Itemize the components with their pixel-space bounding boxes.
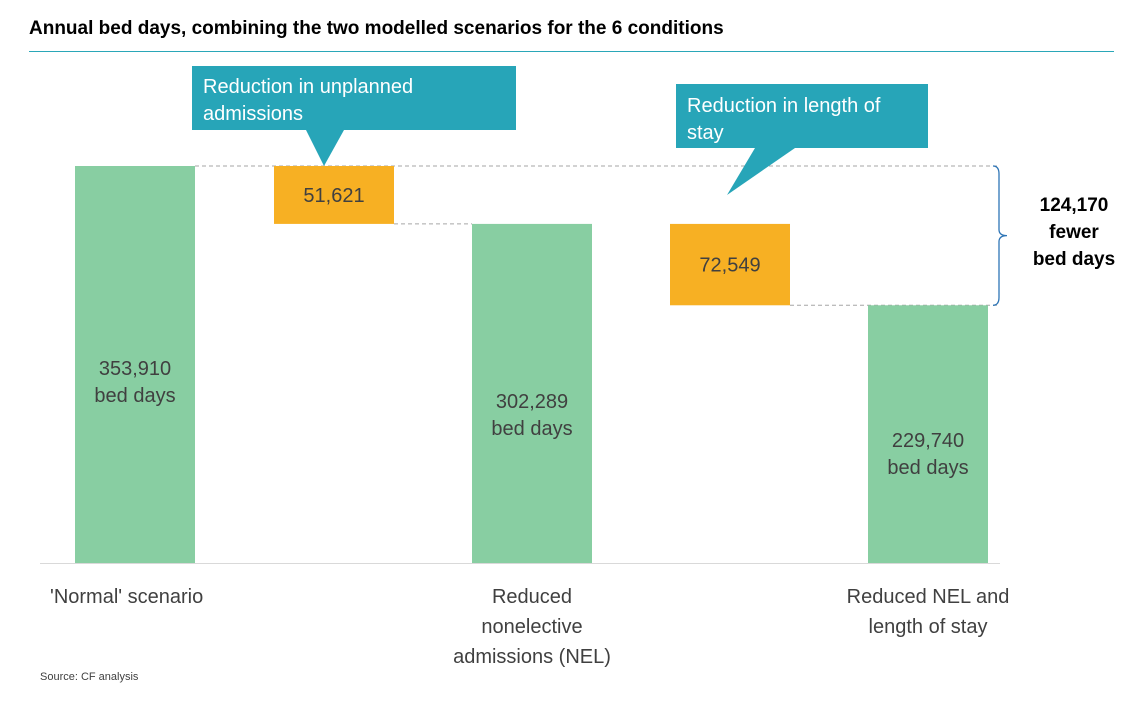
- category-label-2-line-2: nonelective: [481, 616, 582, 638]
- source-note: Source: CF analysis: [40, 671, 139, 683]
- reduction-bar-2: [670, 223, 790, 306]
- callout-text-2-line-1: Reduction in length of: [687, 95, 881, 117]
- category-label-2-line-1: Reduced: [492, 586, 572, 608]
- bar-value-label-2: 302,289: [496, 391, 568, 413]
- bar-unit-label-3: bed days: [887, 457, 968, 479]
- callout-pointer-1: [306, 130, 344, 166]
- chart-title: Annual bed days, combining the two model…: [29, 18, 724, 39]
- total-brace: [992, 165, 1008, 306]
- callout-pointer-2: [727, 148, 795, 195]
- bar-unit-label-2: bed days: [491, 418, 572, 440]
- category-label-3-line-1: Reduced NEL and: [847, 586, 1010, 608]
- bar-value-label-1: 353,910: [99, 358, 171, 380]
- callout-box-1: [192, 66, 516, 130]
- category-label-1-line-1: 'Normal' scenario: [50, 586, 203, 608]
- total-reduction-label-line-3: bed days: [1033, 249, 1115, 270]
- callout-box-2: [676, 84, 928, 148]
- reduction-value-label-2: 72,549: [699, 255, 760, 277]
- bar-unit-label-1: bed days: [94, 385, 175, 407]
- callout-text-1-line-2: admissions: [203, 103, 303, 125]
- callout-text-1-line-1: Reduction in unplanned: [203, 76, 413, 98]
- total-reduction-label-line-2: fewer: [1049, 222, 1099, 243]
- reduction-value-label-1: 51,621: [303, 185, 364, 207]
- reduction-bar-1: [274, 166, 394, 224]
- bar-value-label-3: 229,740: [892, 430, 964, 452]
- total-reduction-label-line-1: 124,170: [1040, 195, 1109, 216]
- category-label-3-line-2: length of stay: [869, 616, 988, 638]
- bar-3: [868, 305, 988, 563]
- title-rule: [29, 51, 1114, 52]
- callout-text-2-line-2: stay: [687, 122, 724, 144]
- category-label-2-line-3: admissions (NEL): [453, 646, 611, 668]
- bar-1: [75, 166, 195, 563]
- bar-2: [472, 223, 592, 563]
